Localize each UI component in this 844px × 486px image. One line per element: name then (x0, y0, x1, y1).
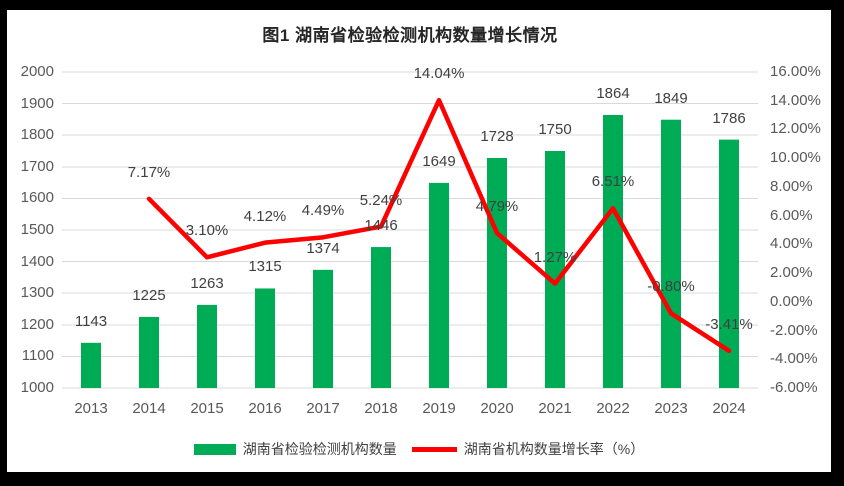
chart-title: 图1 湖南省检验检测机构数量增长情况 (262, 26, 558, 45)
line-value-label: -3.41% (705, 315, 753, 333)
left-axis-tick: 1100 (21, 347, 54, 365)
right-axis-tick: 16.00% (770, 63, 821, 80)
line-value-label: 6.51% (591, 173, 635, 191)
x-axis-label: 2017 (306, 400, 340, 417)
bar-value-label: 1849 (654, 89, 688, 107)
bar-2017 (313, 269, 333, 388)
bar-2016 (255, 288, 275, 388)
bar-value-label: 1263 (190, 274, 224, 292)
growth-rate-line (146, 97, 732, 354)
line-value-label: 4.12% (243, 207, 287, 225)
bar-2022 (603, 114, 623, 388)
right-axis-tick: 12.00% (770, 120, 821, 138)
bar-value-label: 1374 (306, 239, 340, 257)
legend-line-swatch-icon (411, 446, 457, 452)
legend-line-label: 湖南省机构数量增长率（%） (463, 441, 645, 457)
left-axis-tick: 1700 (20, 157, 54, 175)
bar-2015 (197, 304, 217, 388)
line-value-label: -0.80% (647, 278, 695, 296)
right-axis-tick: -6.00% (770, 379, 818, 396)
x-axis-label: 2018 (364, 400, 398, 417)
bar-value-label: 1864 (596, 84, 630, 102)
right-axis-tick: 4.00% (770, 235, 813, 253)
right-axis-tick: 6.00% (770, 206, 813, 224)
bar-2013 (81, 342, 101, 388)
left-axis-tick: 1500 (20, 221, 54, 238)
left-axis-tick: 1300 (20, 284, 54, 302)
right-axis-tick: 0.00% (770, 292, 813, 310)
left-axis-tick: 1800 (20, 126, 54, 144)
bar-value-label: 1786 (712, 109, 746, 127)
x-axis-label: 2019 (422, 400, 456, 417)
right-axis-tick: 10.00% (770, 149, 821, 167)
right-axis-tick: 14.00% (770, 91, 821, 109)
bar-value-label: 1225 (132, 286, 166, 304)
bar-2023 (661, 119, 681, 388)
bar-2019 (429, 182, 449, 388)
bar-2021 (545, 151, 565, 388)
line-value-label: 4.79% (475, 198, 519, 216)
legend-bar-swatch-icon (193, 443, 236, 455)
line-value-label: 7.17% (127, 163, 171, 181)
x-axis-label: 2016 (248, 400, 282, 417)
plot-area: 2000 1900 1800 1700 1600 1500 1400 1300 1200 1100… (7, 10, 831, 472)
chart-canvas (62, 71, 758, 389)
line-value-label: 3.10% (185, 222, 229, 240)
line-value-label: 1.27% (533, 248, 577, 266)
x-axis-label: 2014 (132, 400, 166, 417)
bar-value-label: 1446 (364, 217, 398, 235)
x-axis-label: 2015 (190, 400, 224, 417)
right-axis-tick: -4.00% (770, 350, 818, 368)
x-axis-label: 2022 (596, 400, 630, 417)
x-axis-label: 2013 (74, 400, 108, 417)
left-axis-tick: 2000 (20, 63, 54, 80)
line-value-label: 5.24% (359, 191, 403, 209)
left-axis-tick: 1400 (20, 252, 54, 270)
right-axis-tick: 8.00% (770, 177, 813, 195)
right-axis-tick: 2.00% (770, 264, 813, 282)
line-value-label: 4.49% (301, 202, 345, 220)
bar-2014 (139, 316, 159, 388)
left-axis-tick: 1600 (20, 189, 54, 207)
x-axis-label: 2021 (538, 400, 572, 417)
legend-bar-label: 湖南省检验检测机构数量 (242, 441, 397, 457)
x-axis-label: 2023 (654, 400, 688, 417)
left-axis-tick: 1200 (20, 315, 54, 333)
left-axis-tick: 1900 (20, 94, 54, 112)
line-value-label: 14.04% (413, 65, 465, 83)
bar-value-label: 1750 (538, 121, 572, 138)
left-axis-tick: 1000 (20, 379, 54, 396)
bar-2024 (719, 139, 739, 388)
bar-value-label: 1649 (422, 152, 456, 170)
x-axis-label: 2020 (480, 400, 514, 417)
x-axis-label: 2024 (712, 400, 746, 417)
bar-value-label: 1315 (248, 258, 282, 276)
legend: 湖南省检验检测机构数量 湖南省机构数量增长率（%） (7, 439, 831, 459)
right-axis-tick: -2.00% (770, 321, 818, 339)
bar-2018 (371, 247, 391, 388)
chart-panel: 图1 湖南省检验检测机构数量增长情况 2000 1900 1800 1700 1600 1… (7, 10, 831, 472)
bar-2020 (487, 157, 507, 388)
bar-value-label: 1143 (74, 312, 108, 330)
bar-value-label: 1728 (480, 127, 514, 145)
